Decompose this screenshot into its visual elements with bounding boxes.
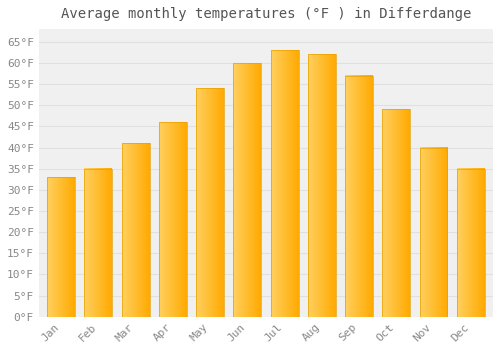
Bar	[457, 169, 484, 317]
Bar	[234, 63, 262, 317]
Bar	[345, 76, 373, 317]
Bar	[382, 110, 410, 317]
Bar	[196, 88, 224, 317]
Bar	[420, 148, 448, 317]
Bar	[308, 55, 336, 317]
Bar	[159, 122, 187, 317]
Bar	[84, 169, 112, 317]
Bar	[270, 50, 298, 317]
Bar	[122, 143, 150, 317]
Title: Average monthly temperatures (°F ) in Differdange: Average monthly temperatures (°F ) in Di…	[60, 7, 471, 21]
Bar	[47, 177, 75, 317]
